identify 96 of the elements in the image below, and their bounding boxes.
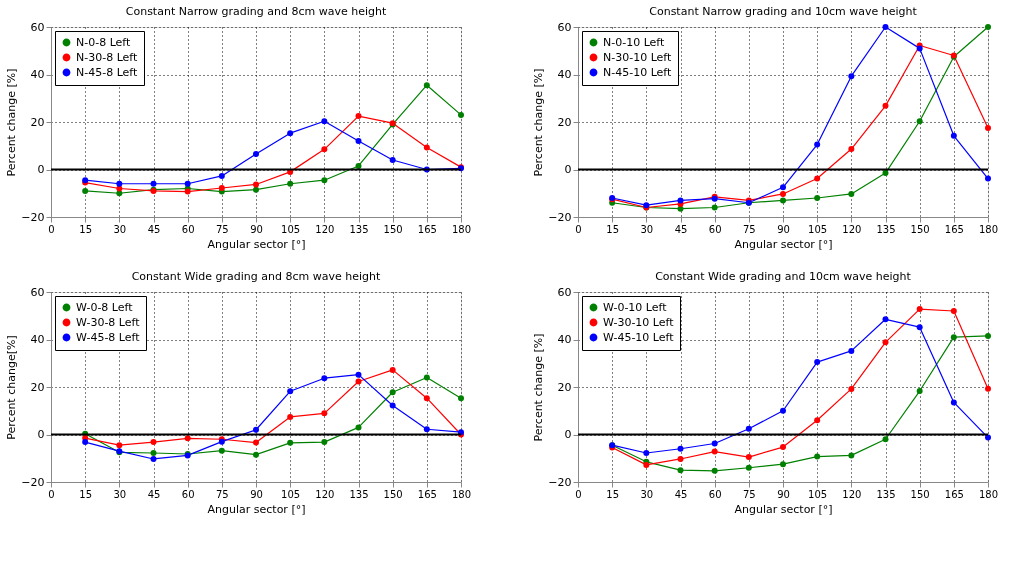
x-tick-label: 0 [575, 488, 582, 500]
x-tick-label: 60 [708, 488, 722, 500]
x-tick-label: 90 [777, 223, 790, 235]
x-axis-title: Angular sector [°] [207, 237, 306, 251]
x-tick-label: 75 [215, 488, 229, 500]
chart-title: Constant Narrow grading and 10cm wave height [649, 5, 918, 18]
x-tick-label: 120 [315, 488, 335, 500]
x-tick-label: 105 [808, 488, 828, 500]
x-tick-label: 165 [944, 488, 964, 500]
x-tick-label: 30 [640, 488, 654, 500]
x-tick-label: 45 [674, 488, 688, 500]
y-tick-label: 60 [30, 285, 45, 299]
x-tick-label: 180 [978, 488, 999, 500]
y-tick-label: −20 [548, 475, 572, 489]
x-tick-label: 90 [250, 488, 263, 500]
x-tick-label: 90 [250, 223, 263, 235]
y-tick-label: 40 [30, 333, 45, 346]
x-tick-label: 150 [910, 488, 930, 500]
x-tick-label: 90 [777, 488, 790, 500]
y-tick-label: 20 [557, 115, 572, 129]
y-tick-label: 60 [30, 20, 45, 34]
y-tick-label: 0 [37, 163, 45, 176]
y-axis-title: Percent change [%] [532, 333, 546, 442]
x-tick-label: 120 [842, 488, 862, 500]
x-tick-label: 60 [181, 488, 195, 500]
legend-label: W-30-8 Left [76, 315, 141, 329]
y-tick-label: −20 [548, 210, 572, 224]
x-tick-label: 30 [640, 223, 654, 235]
x-tick-label: 150 [383, 488, 403, 500]
x-tick-label: 0 [48, 488, 55, 500]
y-axis-title: Percent change[%] [5, 335, 19, 440]
chart-title: Constant Wide grading and 8cm wave height [131, 270, 381, 283]
legend-label: W-30-10 Left [603, 315, 675, 329]
x-tick-label: 180 [451, 223, 472, 235]
x-tick-label: 105 [808, 223, 828, 235]
x-tick-label: 75 [742, 223, 756, 235]
x-tick-label: 165 [944, 223, 964, 235]
x-tick-label: 60 [708, 223, 722, 235]
legend-label: W-45-10 Left [603, 330, 675, 344]
x-tick-label: 75 [215, 223, 229, 235]
y-tick-label: 0 [564, 428, 572, 441]
chart-title: Constant Narrow grading and 8cm wave height [125, 5, 387, 18]
x-tick-label: 45 [147, 488, 161, 500]
legend-label: N-45-10 Left [603, 65, 673, 79]
chart-title: Constant Wide grading and 10cm wave height [655, 270, 912, 283]
x-tick-label: 150 [383, 223, 403, 235]
x-axis-title: Angular sector [°] [734, 502, 833, 516]
y-tick-label: 20 [557, 380, 572, 394]
x-tick-label: 165 [417, 223, 437, 235]
x-tick-label: 135 [349, 223, 369, 235]
legend-label: N-30-8 Left [76, 50, 139, 64]
y-tick-label: 60 [557, 20, 572, 34]
x-axis-title: Angular sector [°] [207, 502, 306, 516]
x-tick-label: 105 [281, 223, 301, 235]
x-tick-label: 75 [742, 488, 756, 500]
x-tick-label: 120 [842, 223, 862, 235]
x-axis-title: Angular sector [°] [734, 237, 833, 251]
x-tick-label: 15 [606, 223, 620, 235]
x-tick-label: 150 [910, 223, 930, 235]
x-tick-label: 15 [606, 488, 620, 500]
x-tick-label: 0 [48, 223, 55, 235]
y-tick-label: 40 [30, 68, 45, 81]
y-tick-label: −20 [21, 210, 45, 224]
y-tick-label: 0 [564, 163, 572, 176]
x-tick-label: 105 [281, 488, 301, 500]
x-tick-label: 180 [978, 223, 999, 235]
x-tick-label: 135 [349, 488, 369, 500]
legend-label: N-0-8 Left [76, 35, 132, 49]
y-axis-title: Percent change [%] [5, 68, 19, 177]
x-tick-label: 135 [876, 488, 896, 500]
legend-label: W-0-10 Left [603, 300, 668, 314]
legend-label: W-0-8 Left [76, 300, 134, 314]
x-tick-label: 0 [575, 223, 582, 235]
x-tick-label: 60 [181, 223, 195, 235]
x-tick-label: 45 [674, 223, 688, 235]
x-tick-label: 30 [113, 223, 127, 235]
y-tick-label: 40 [557, 68, 572, 81]
x-tick-label: 15 [79, 488, 93, 500]
x-tick-label: 165 [417, 488, 437, 500]
legend-label: N-30-10 Left [603, 50, 673, 64]
x-tick-label: 30 [113, 488, 127, 500]
y-tick-label: 0 [37, 428, 45, 441]
y-tick-label: 20 [30, 115, 45, 129]
x-tick-label: 45 [147, 223, 161, 235]
legend-label: N-45-8 Left [76, 65, 139, 79]
y-tick-label: 60 [557, 285, 572, 299]
x-tick-label: 180 [451, 488, 472, 500]
x-tick-label: 120 [315, 223, 335, 235]
y-tick-label: 20 [30, 380, 45, 394]
y-tick-label: −20 [21, 475, 45, 489]
x-tick-label: 135 [876, 223, 896, 235]
legend-label: W-45-8 Left [76, 330, 141, 344]
y-axis-title: Percent change [%] [532, 68, 546, 177]
legend-label: N-0-10 Left [603, 35, 666, 49]
x-tick-label: 15 [79, 223, 93, 235]
y-tick-label: 40 [557, 333, 572, 346]
